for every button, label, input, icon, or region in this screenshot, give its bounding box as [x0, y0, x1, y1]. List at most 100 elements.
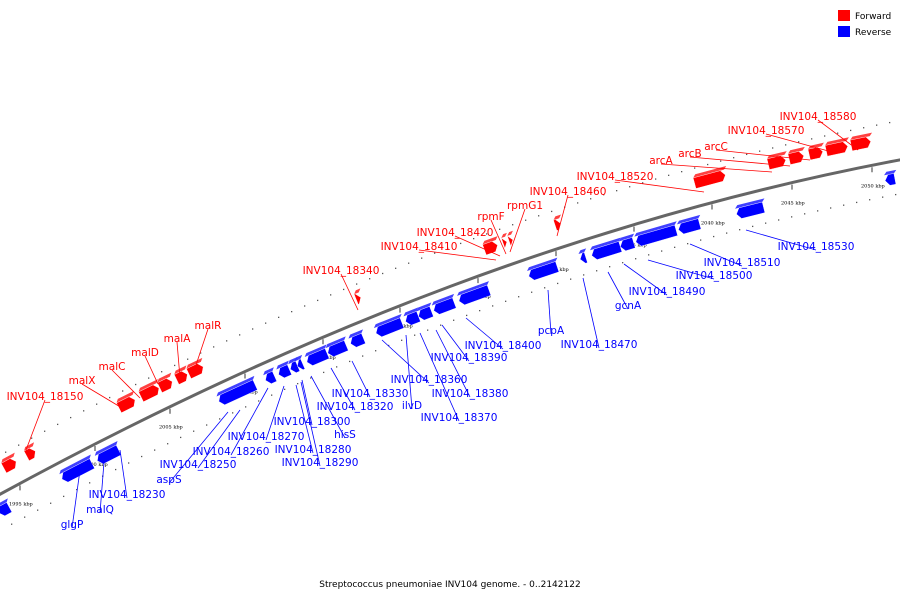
forward-range-dot: [603, 194, 605, 196]
forward-range-dot: [551, 210, 553, 213]
label-leader-line: [607, 271, 629, 310]
gene-label: gcnA: [615, 300, 642, 312]
forward-range-dot: [31, 437, 33, 439]
reverse-range-dot: [674, 246, 676, 248]
forward-gene-feature: [116, 390, 136, 414]
forward-range-dot: [44, 430, 46, 432]
forward-range-dot: [330, 294, 332, 296]
label-leader-line: [119, 449, 128, 499]
reverse-gene-feature: [457, 281, 492, 306]
tick-label: 2045 kbp: [781, 201, 805, 207]
reverse-range-dot: [349, 360, 351, 363]
reverse-range-dot: [635, 258, 637, 260]
gene-label: INV104_18470: [561, 339, 638, 351]
forward-range-dot: [421, 257, 423, 259]
reverse-range-dot: [830, 207, 832, 209]
label-leader-line: [176, 341, 181, 379]
forward-range-dot: [187, 358, 189, 360]
label-leader-line: [419, 332, 460, 422]
gene-label: hisS: [334, 429, 356, 441]
label-leader-line: [99, 461, 105, 514]
forward-range-dot: [850, 129, 852, 132]
label-leader-line: [509, 208, 526, 253]
reverse-gene-feature: [431, 293, 457, 315]
forward-gene-feature: [23, 442, 36, 461]
reverse-range-dot: [219, 418, 221, 420]
gene-label: INV104_18370: [421, 412, 498, 424]
forward-range-dot: [161, 371, 163, 373]
legend-label-forward: Forward: [855, 12, 891, 22]
reverse-range-dot: [271, 394, 273, 396]
reverse-range-dot: [297, 382, 299, 385]
forward-range-dot: [291, 310, 293, 313]
forward-range-dot: [135, 383, 137, 386]
reverse-gene-feature: [276, 360, 292, 379]
forward-gene-feature: [173, 365, 188, 385]
gene-label: malR: [195, 320, 222, 332]
forward-range-dot: [317, 299, 319, 302]
label-leader-line: [405, 334, 413, 410]
forward-range-dot: [369, 278, 371, 280]
label-leader-line: [295, 384, 314, 454]
reverse-range-dot: [609, 266, 611, 268]
forward-range-dot: [668, 174, 670, 176]
reverse-range-dot: [570, 278, 572, 280]
forward-range-dot: [694, 167, 696, 169]
reverse-gene-feature: [735, 198, 766, 219]
gene-label: INV104_18510: [704, 257, 781, 269]
forward-range-dot: [655, 178, 657, 180]
reverse-gene-feature: [634, 221, 678, 247]
reverse-range-dot: [895, 193, 897, 196]
reverse-gene-feature: [618, 233, 636, 252]
label-leader-line: [81, 383, 123, 409]
reverse-range-dot: [323, 371, 325, 374]
reverse-range-dot: [24, 516, 26, 518]
tick-label: 2050 kbp: [861, 183, 885, 189]
gene-label: arcC: [704, 141, 728, 153]
label-leader-line: [582, 277, 600, 349]
label-leader-line: [310, 375, 346, 439]
forward-range-dot: [5, 451, 7, 453]
gene-label: malQ: [86, 504, 114, 516]
gene-label: INV104_18260: [193, 446, 270, 458]
label-leader-line: [192, 328, 209, 375]
reverse-gene-feature: [0, 498, 13, 517]
forward-range-dot: [577, 202, 579, 204]
reverse-range-dot: [193, 430, 195, 432]
forward-range-dot: [642, 182, 644, 184]
forward-range-dot: [889, 121, 891, 124]
forward-range-dot: [486, 233, 488, 235]
reverse-range-dot: [622, 262, 624, 264]
reverse-gene-feature: [216, 375, 258, 406]
reverse-range-dot: [583, 274, 585, 276]
reverse-gene-feature: [373, 313, 405, 338]
reverse-gene-feature: [527, 257, 560, 281]
forward-range-dot: [811, 138, 813, 140]
gene-label: INV104_18270: [228, 431, 305, 443]
reverse-range-dot: [388, 344, 390, 347]
gene-features: [0, 132, 897, 517]
reverse-range-dot: [258, 400, 260, 402]
gene-label: INV104_18290: [282, 457, 359, 469]
reverse-range-dot: [687, 243, 689, 245]
reverse-gene-feature: [325, 336, 349, 357]
forward-range-dot: [460, 242, 462, 245]
forward-range-dot: [434, 252, 436, 254]
reverse-range-dot: [713, 235, 715, 238]
reverse-gene-feature: [288, 357, 301, 373]
gene-label: INV104_18400: [465, 340, 542, 352]
reverse-range-dot: [284, 388, 286, 391]
reverse-range-dot: [89, 482, 91, 484]
reverse-range-dot: [50, 502, 52, 504]
reverse-range-dot: [726, 232, 728, 234]
forward-range-dot: [785, 144, 787, 146]
forward-range-dot: [473, 237, 475, 240]
label-leader-line: [230, 387, 269, 456]
forward-gene-feature: [766, 151, 787, 170]
forward-range-dot: [252, 328, 254, 330]
reverse-range-dot: [479, 309, 481, 312]
forward-range-dot: [278, 316, 280, 319]
forward-range-dot: [824, 135, 826, 137]
reverse-range-dot: [778, 219, 780, 221]
